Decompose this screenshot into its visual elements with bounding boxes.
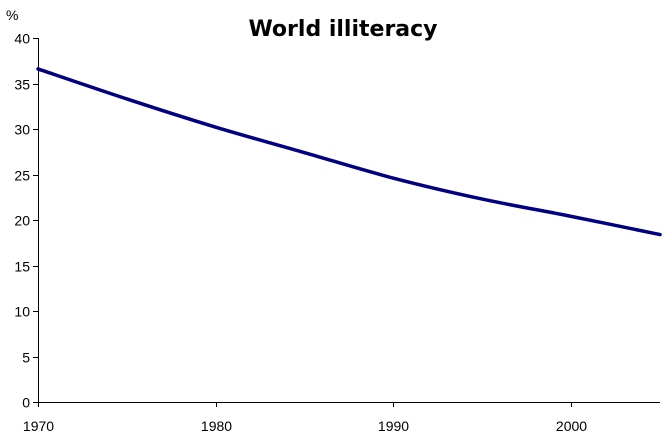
y-tick-label: 20	[14, 213, 30, 229]
y-tick-label: 40	[14, 31, 30, 47]
x-tick-label: 1970	[23, 418, 54, 434]
data-point	[214, 125, 218, 129]
x-tick-label: 1980	[201, 418, 232, 434]
x-tick-label: 2000	[556, 418, 587, 434]
data-point	[480, 197, 484, 201]
y-tick-label: 0	[22, 395, 30, 411]
y-tick-label: 30	[14, 122, 30, 138]
y-tick-label: 25	[14, 168, 30, 184]
x-axis-ticks: 1970 1980 1990 2000	[23, 402, 587, 434]
series-line	[36, 67, 662, 237]
data-point	[391, 176, 395, 180]
data-point	[36, 67, 40, 71]
data-point	[569, 214, 573, 218]
series-group	[36, 67, 662, 237]
data-point	[658, 233, 662, 237]
data-point	[125, 97, 129, 101]
y-tick-label: 10	[14, 304, 30, 320]
chart-title: World illiteracy	[248, 17, 437, 42]
y-tick-label: 5	[22, 350, 30, 366]
y-axis-ticks: 0 5 10 15 20 25 30 35 40	[14, 31, 38, 411]
y-tick-label: 35	[14, 77, 30, 93]
data-point	[303, 151, 307, 155]
x-tick-label: 1990	[378, 418, 409, 434]
y-axis-unit-label: %	[6, 7, 18, 23]
y-tick-label: 15	[14, 259, 30, 275]
